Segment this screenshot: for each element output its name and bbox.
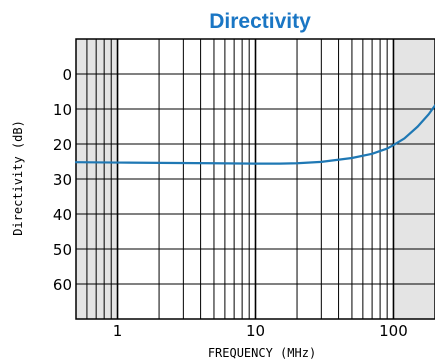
y-tick-label: 60	[53, 276, 72, 294]
x-tick-label: 1	[113, 322, 123, 340]
y-axis-label: Directivity (dB)	[11, 120, 25, 236]
plot-frame	[75, 38, 435, 320]
x-tick-label: 10	[246, 322, 265, 340]
y-tick-label: 10	[53, 101, 72, 119]
x-tick-label: 100	[379, 322, 408, 340]
y-tick-label: 30	[53, 171, 72, 189]
y-tick-label: 50	[53, 241, 72, 259]
chart-title: Directivity	[209, 10, 311, 33]
directivity-series-line	[74, 104, 435, 165]
y-tick-label: 0	[62, 66, 72, 84]
x-axis-label: FREQUENCY (MHz)	[208, 346, 316, 360]
y-tick-label: 40	[53, 206, 72, 224]
y-tick-label: 20	[53, 136, 72, 154]
